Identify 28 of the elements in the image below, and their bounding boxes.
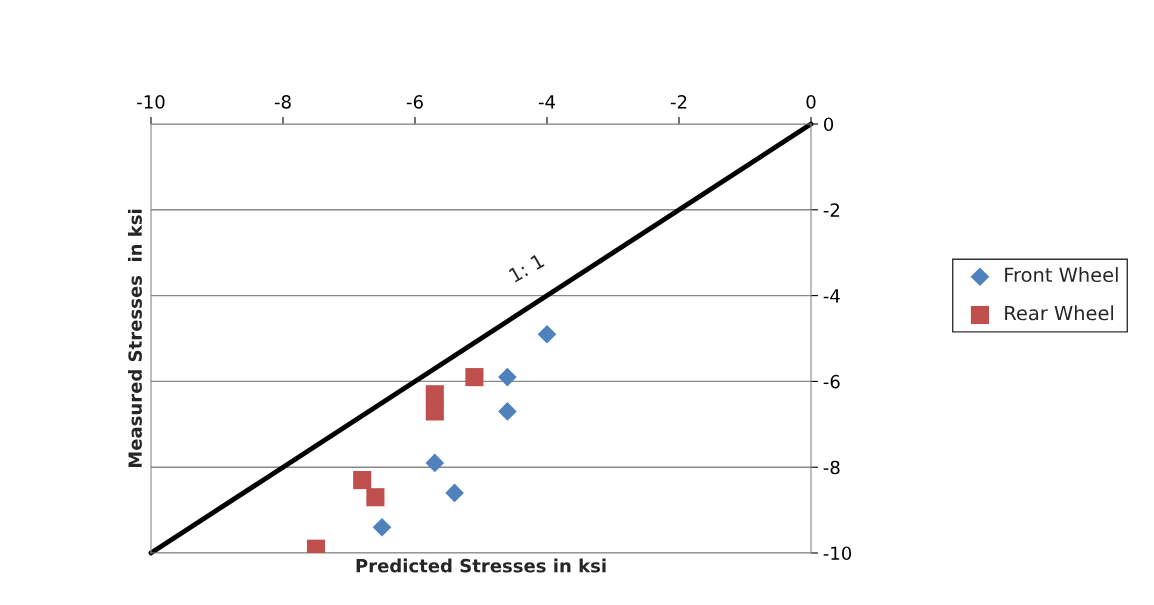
legend-label: Rear Wheel [1005, 305, 1114, 321]
y-tick-label: 0 [824, 117, 834, 132]
y-tick-label: -6 [823, 374, 840, 389]
point [445, 483, 464, 503]
y-axis-title: Measured Stresses in ksi [127, 209, 142, 468]
point [465, 368, 484, 387]
point [425, 453, 445, 473]
x-axis-title: Predicted Stresses in ksi [356, 558, 606, 573]
x-tick-label: -6 [406, 95, 423, 109]
y-tick-label: -2 [823, 203, 839, 217]
annotation: 1: 1 [508, 253, 545, 283]
x-tick-label: -8 [274, 95, 291, 109]
point [498, 367, 517, 387]
legend-label: Front Wheel [1005, 267, 1118, 283]
point [372, 517, 392, 537]
x-tick-label: -2 [670, 95, 687, 109]
point [353, 471, 372, 490]
y-tick-label: -10 [823, 546, 852, 561]
point [425, 402, 444, 421]
point [498, 402, 517, 421]
y-tick-label: -8 [823, 460, 840, 475]
y-tick-label: -4 [823, 289, 840, 303]
point [537, 324, 557, 344]
point [425, 385, 444, 404]
x-tick-label: -4 [538, 95, 555, 109]
point [366, 488, 385, 507]
x-tick-label: -10 [137, 95, 165, 109]
x-tick-label: 0 [806, 95, 816, 109]
